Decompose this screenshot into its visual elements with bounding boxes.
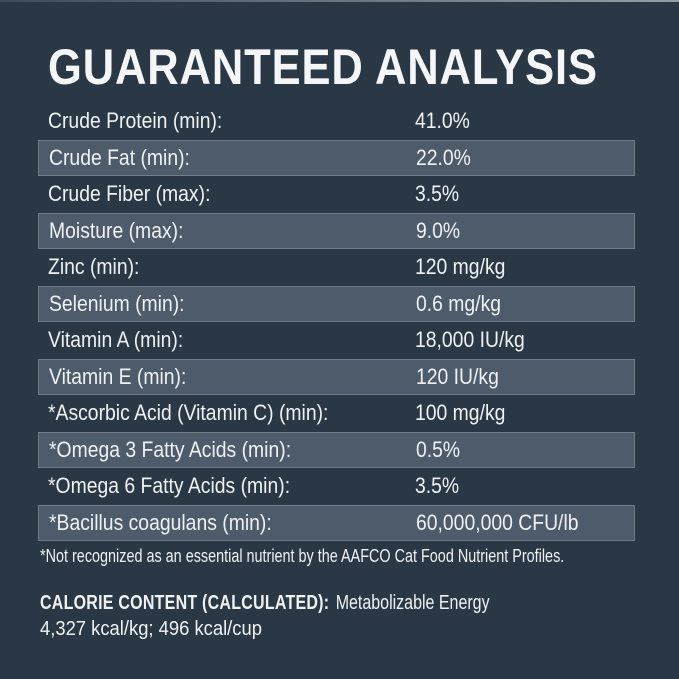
table-row: *Omega 3 Fatty Acids (min): 0.5% [38, 431, 635, 468]
nutrient-label: *Ascorbic Acid (Vitamin C) (min): [48, 400, 329, 426]
table-row: *Omega 6 Fatty Acids (min): 3.5% [38, 468, 635, 505]
table-row: Crude Protein (min): 41.0% [38, 103, 635, 140]
nutrient-label: *Omega 6 Fatty Acids (min): [48, 473, 291, 499]
nutrient-value: 0.5% [416, 436, 461, 462]
nutrient-label: Crude Fat (min): [49, 144, 190, 170]
nutrient-label: Crude Protein (min): [48, 108, 223, 134]
nutrient-value: 120 IU/kg [416, 363, 499, 389]
nutrient-value: 18,000 IU/kg [415, 327, 525, 353]
nutrient-label: Selenium (min): [49, 290, 185, 316]
nutrient-label: *Bacillus coagulans (min): [49, 509, 272, 535]
nutrient-value: 60,000,000 CFU/lb [416, 509, 579, 535]
top-edge-highlight [0, 0, 679, 2]
calorie-content-heading: CALORIE CONTENT (CALCULATED): [40, 592, 330, 614]
nutrient-label: Crude Fiber (max): [48, 181, 211, 207]
nutrient-label: *Omega 3 Fatty Acids (min): [49, 436, 292, 462]
table-row: Vitamin A (min): 18,000 IU/kg [38, 322, 635, 359]
nutrient-label: Vitamin E (min): [49, 363, 187, 389]
calorie-values: 4,327 kcal/kg; 496 kcal/cup [40, 618, 262, 640]
nutrient-value: 22.0% [416, 144, 471, 170]
table-row: *Ascorbic Acid (Vitamin C) (min): 100 mg… [38, 395, 635, 432]
table-row: Zinc (min): 120 mg/kg [38, 249, 635, 286]
table-row: Crude Fat (min): 22.0% [38, 139, 635, 176]
calorie-content-description: Metabolizable Energy [335, 592, 490, 614]
nutrient-value: 3.5% [415, 473, 460, 499]
nutrient-value: 100 mg/kg [415, 400, 506, 426]
nutrient-label: Zinc (min): [48, 254, 140, 280]
aafco-footnote: *Not recognized as an essential nutrient… [40, 546, 565, 566]
nutrient-label: Vitamin A (min): [48, 327, 184, 353]
table-row: *Bacillus coagulans (min): 60,000,000 CF… [38, 504, 635, 541]
nutrient-value: 3.5% [415, 181, 460, 207]
table-row: Vitamin E (min): 120 IU/kg [38, 358, 635, 395]
table-row: Crude Fiber (max): 3.5% [38, 176, 635, 213]
nutrient-label: Moisture (max): [49, 217, 184, 243]
table-row: Selenium (min): 0.6 mg/kg [38, 285, 635, 322]
calorie-content-line: CALORIE CONTENT (CALCULATED): Metabolizab… [40, 592, 490, 615]
guaranteed-analysis-table: Crude Protein (min): 41.0% Crude Fat (mi… [38, 103, 635, 541]
nutrient-value: 41.0% [415, 108, 470, 134]
nutrient-value: 0.6 mg/kg [416, 290, 502, 316]
nutrient-value: 9.0% [416, 217, 461, 243]
table-row: Moisture (max): 9.0% [38, 212, 635, 249]
page-title: GUARANTEED ANALYSIS [48, 39, 598, 95]
nutrient-value: 120 mg/kg [415, 254, 506, 280]
